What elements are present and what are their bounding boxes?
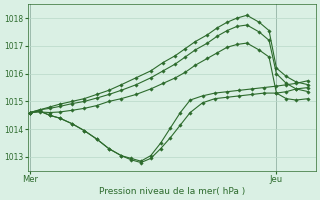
X-axis label: Pression niveau de la mer( hPa ): Pression niveau de la mer( hPa ) (99, 187, 245, 196)
